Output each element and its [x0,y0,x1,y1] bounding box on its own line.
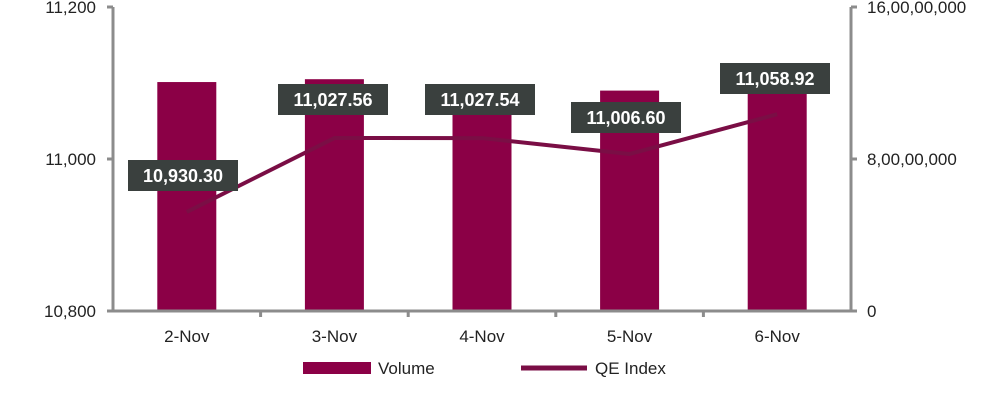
left-axis-tick-labels: 10,800 11,000 11,200 [44,0,96,321]
axes [107,5,857,317]
category-label: 6-Nov [755,327,801,346]
data-label: 11,006.60 [571,102,681,133]
left-axis-tick-label: 11,000 [45,150,96,169]
svg-text:11,006.60: 11,006.60 [586,108,665,128]
volume-bar [157,82,217,311]
svg-text:11,058.92: 11,058.92 [735,69,814,89]
category-label: 2-Nov [164,327,210,346]
legend: Volume QE Index [303,359,666,378]
volume-bar [304,79,364,311]
qe-index-line [185,112,778,214]
right-axis-tick-label: 16,00,00,000 [867,0,966,17]
legend-qe-index-label: QE Index [595,359,666,378]
svg-text:10,930.30: 10,930.30 [143,166,223,186]
volume-bar [747,87,807,311]
legend-volume-label: Volume [378,359,435,378]
category-label: 4-Nov [459,327,505,346]
svg-text:11,027.56: 11,027.56 [293,90,372,110]
category-label: 3-Nov [312,327,358,346]
legend-volume-swatch [303,362,371,374]
svg-text:11,027.54: 11,027.54 [440,90,519,110]
right-axis-tick-label: 0 [867,302,876,321]
data-label: 11,027.56 [278,84,388,115]
data-label: 11,058.92 [720,63,830,94]
volume-bar [452,109,512,311]
data-label: 10,930.30 [128,160,238,191]
qe-index-data-labels: 10,930.30 11,027.56 11,027.54 11,006.60 11,0… [128,63,830,191]
category-labels: 2-Nov 3-Nov 4-Nov 5-Nov 6-Nov [164,327,800,346]
right-axis-tick-label: 8,00,00,000 [867,150,957,169]
category-label: 5-Nov [607,327,653,346]
left-axis-tick-label: 11,200 [45,0,96,17]
right-axis-tick-labels: 0 8,00,00,000 16,00,00,000 [867,0,966,321]
data-label: 11,027.54 [425,84,535,115]
left-axis-tick-label: 10,800 [44,302,96,321]
